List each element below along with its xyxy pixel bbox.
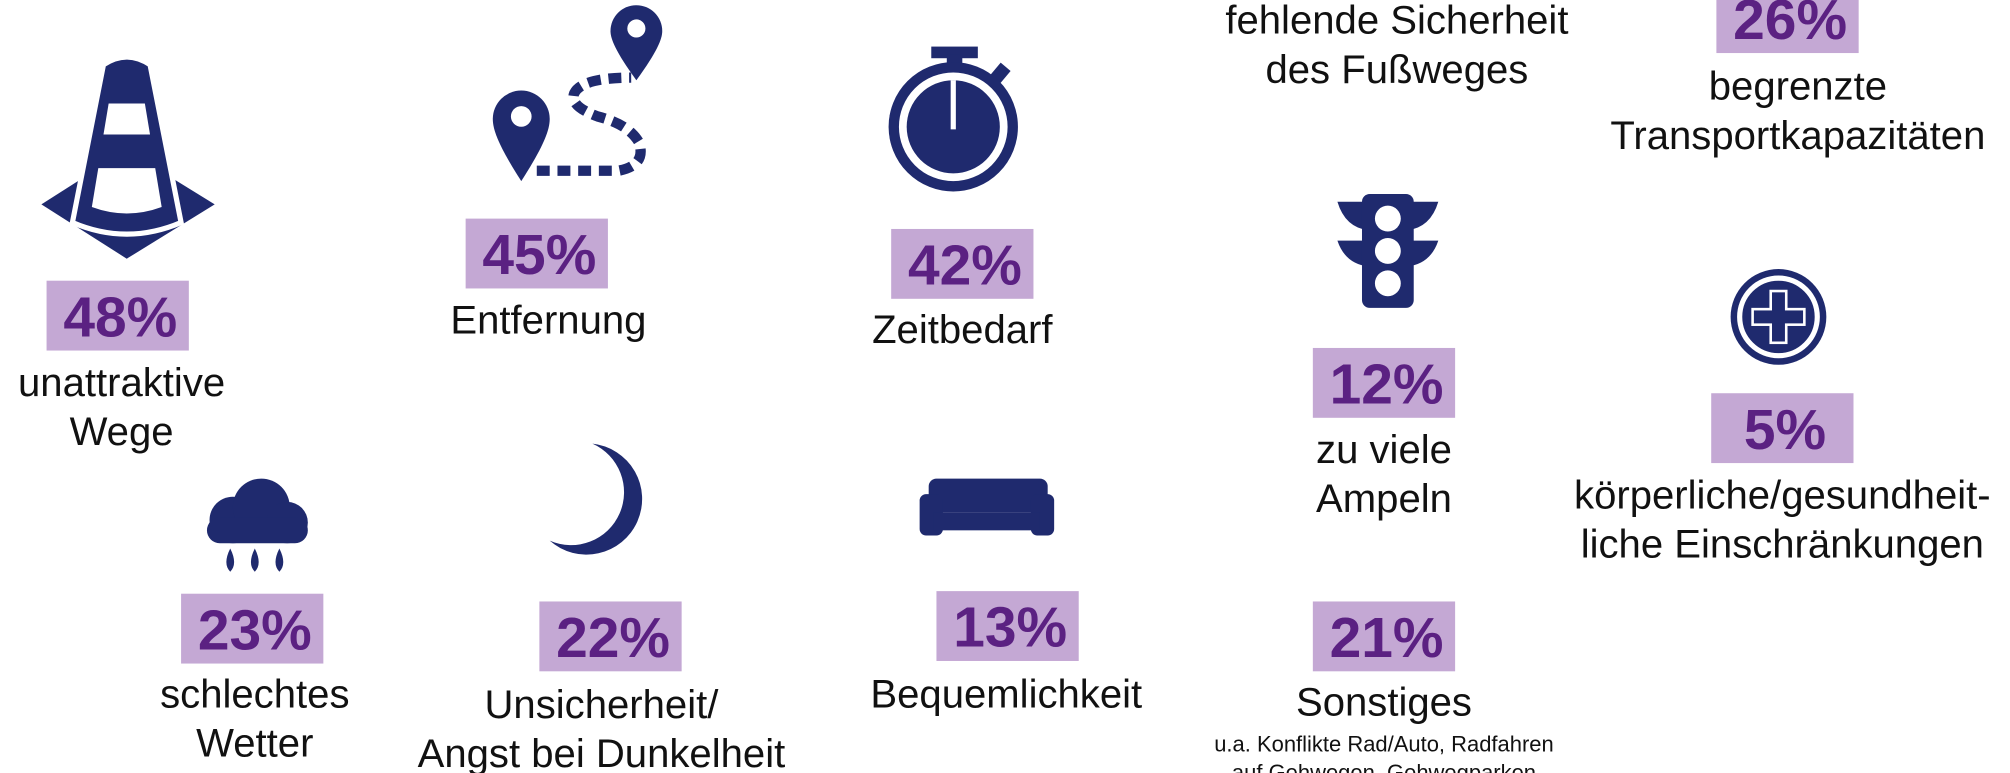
label: körperliche/gesundheit- bbox=[1574, 473, 1991, 517]
label: liche Einschränkungen bbox=[1581, 522, 1984, 566]
percent-badge bbox=[1312, 601, 1456, 672]
label: Unsicherheit/ bbox=[484, 683, 719, 727]
percent-badge bbox=[936, 591, 1079, 661]
percent-value: 45% bbox=[482, 223, 596, 287]
note: auf Gehwegen, Gehwegparken bbox=[1232, 760, 1536, 773]
percent-badge bbox=[1312, 347, 1456, 418]
percent-value: 12% bbox=[1330, 353, 1444, 417]
label: Wege bbox=[70, 410, 174, 454]
moon-icon bbox=[549, 443, 643, 555]
label: schlechtes bbox=[160, 673, 349, 717]
label: Wetter bbox=[196, 722, 313, 766]
label: des Fußweges bbox=[1265, 48, 1528, 92]
note: u.a. Konflikte Rad/Auto, Radfahren bbox=[1214, 732, 1554, 757]
label: begrenzte bbox=[1709, 65, 1887, 109]
label: Bequemlichkeit bbox=[870, 673, 1142, 717]
percent-badge bbox=[1711, 393, 1854, 464]
percent-value: 48% bbox=[63, 285, 177, 349]
stopwatch-icon bbox=[888, 46, 1018, 192]
percent-badge bbox=[181, 593, 324, 664]
percent-badge bbox=[46, 280, 189, 351]
percent-value: 5% bbox=[1744, 398, 1826, 462]
label: Sonstiges bbox=[1296, 680, 1472, 724]
rain-icon bbox=[206, 478, 308, 572]
label: Angst bei Dunkelheit bbox=[418, 732, 786, 773]
percent-badge bbox=[539, 601, 682, 672]
traffic-light-icon bbox=[1337, 194, 1439, 308]
label: zu viele bbox=[1316, 428, 1452, 472]
percent-value: 42% bbox=[908, 234, 1022, 298]
percent-value: 23% bbox=[198, 598, 312, 662]
label: Transportkapazitäten bbox=[1610, 114, 1985, 158]
percent-badge bbox=[891, 228, 1034, 299]
percent-badge bbox=[465, 218, 608, 289]
percent-badge bbox=[1716, 0, 1859, 54]
label: unattraktive bbox=[18, 361, 225, 405]
label: Ampeln bbox=[1316, 477, 1452, 521]
percent-value: 21% bbox=[1330, 606, 1444, 670]
percent-value: 22% bbox=[556, 606, 670, 670]
health-icon bbox=[1730, 269, 1827, 365]
route-icon bbox=[492, 5, 663, 182]
percent-value: 26% bbox=[1733, 0, 1847, 52]
sofa-icon bbox=[919, 478, 1055, 536]
label: Zeitbedarf bbox=[872, 308, 1053, 352]
label: Entfernung bbox=[450, 299, 646, 343]
label: fehlende Sicherheit bbox=[1225, 0, 1568, 43]
percent-value: 13% bbox=[953, 596, 1067, 660]
cone-icon bbox=[41, 54, 215, 259]
